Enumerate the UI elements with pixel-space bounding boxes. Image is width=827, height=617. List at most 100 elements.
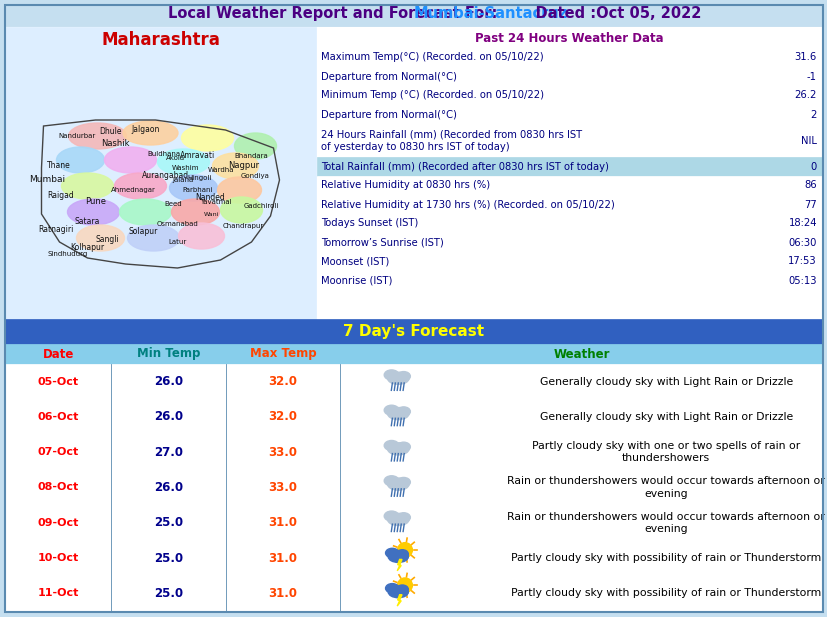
Text: Min Temp: Min Temp (136, 347, 200, 360)
Text: 10-Oct: 10-Oct (37, 553, 79, 563)
Ellipse shape (396, 407, 410, 416)
Text: 27.0: 27.0 (154, 445, 183, 458)
Text: Ahmednagar: Ahmednagar (111, 187, 155, 193)
Text: Todays Sunset (IST): Todays Sunset (IST) (321, 218, 418, 228)
Text: Moonrise (IST): Moonrise (IST) (321, 276, 392, 286)
Bar (317, 124, 821, 157)
Ellipse shape (388, 551, 408, 563)
Bar (5, 505, 822, 540)
Text: 25.0: 25.0 (154, 516, 183, 529)
Text: Jalana: Jalana (173, 177, 194, 183)
Bar (317, 252, 821, 271)
Text: Mumbai-Santacruz: Mumbai-Santacruz (414, 6, 567, 21)
Bar (5, 27, 316, 319)
Text: 77: 77 (803, 199, 816, 210)
Text: 33.0: 33.0 (268, 445, 297, 458)
Text: 31.0: 31.0 (268, 552, 297, 565)
Text: Solapur: Solapur (129, 228, 158, 236)
Text: 08-Oct: 08-Oct (37, 482, 79, 492)
Text: Kolhapur: Kolhapur (70, 244, 104, 252)
Bar (5, 319, 822, 344)
Text: Generally cloudy sky with Light Rain or Drizzle: Generally cloudy sky with Light Rain or … (539, 412, 791, 422)
Text: Partly cloudy sky with possibility of rain or Thunderstorm: Partly cloudy sky with possibility of ra… (510, 589, 820, 598)
Ellipse shape (384, 370, 399, 380)
Ellipse shape (397, 578, 412, 593)
Ellipse shape (127, 225, 179, 251)
Ellipse shape (76, 225, 124, 251)
Ellipse shape (385, 584, 399, 593)
Ellipse shape (104, 147, 156, 173)
Ellipse shape (387, 443, 409, 455)
Ellipse shape (396, 478, 410, 487)
Text: Gadchiroli: Gadchiroli (243, 203, 279, 209)
Bar (5, 344, 822, 364)
Ellipse shape (56, 147, 104, 173)
Text: 05:13: 05:13 (787, 276, 816, 286)
Ellipse shape (387, 478, 409, 490)
Text: 26.0: 26.0 (154, 375, 183, 388)
Text: Minimum Temp (°C) (Recorded. on 05/10/22): Minimum Temp (°C) (Recorded. on 05/10/22… (321, 91, 543, 101)
Text: Moonset (IST): Moonset (IST) (321, 257, 389, 267)
Ellipse shape (385, 549, 399, 558)
Text: 31.6: 31.6 (794, 52, 816, 62)
Text: Max Temp: Max Temp (250, 347, 316, 360)
Text: Rain or thundershowers would occur towards afternoon or
evening: Rain or thundershowers would occur towar… (507, 476, 824, 499)
Ellipse shape (218, 177, 261, 203)
Text: 11-Oct: 11-Oct (37, 589, 79, 598)
Text: 06:30: 06:30 (787, 238, 816, 247)
Text: Amravati: Amravati (179, 152, 215, 160)
Ellipse shape (170, 175, 218, 201)
Text: Satara: Satara (74, 218, 100, 226)
Bar (5, 576, 822, 611)
Text: 32.0: 32.0 (268, 410, 297, 423)
Bar (317, 28, 821, 48)
Text: 32.0: 32.0 (268, 375, 297, 388)
Text: Wani: Wani (203, 212, 219, 217)
Ellipse shape (387, 372, 409, 384)
Bar (5, 470, 822, 505)
Text: Nanded: Nanded (195, 194, 225, 202)
Text: Date: Date (42, 347, 74, 360)
Ellipse shape (387, 513, 409, 526)
Text: Nandurbar: Nandurbar (59, 133, 96, 139)
Ellipse shape (123, 121, 178, 145)
Text: Sangli: Sangli (95, 236, 119, 244)
Bar (317, 214, 821, 233)
Ellipse shape (220, 197, 262, 223)
Text: Beed: Beed (165, 201, 182, 207)
Text: 0: 0 (810, 162, 816, 172)
Polygon shape (397, 560, 402, 571)
Text: 06-Oct: 06-Oct (37, 412, 79, 422)
Text: 31.0: 31.0 (268, 516, 297, 529)
Ellipse shape (181, 125, 233, 151)
Text: Chandrapur: Chandrapur (222, 223, 264, 229)
Ellipse shape (114, 173, 166, 199)
Ellipse shape (171, 199, 219, 225)
Ellipse shape (396, 513, 410, 522)
Text: 2: 2 (810, 109, 816, 120)
Polygon shape (397, 595, 402, 606)
Text: Maharashtra: Maharashtra (101, 31, 220, 49)
Ellipse shape (61, 173, 113, 199)
Bar (5, 399, 822, 434)
Text: Yavatmal: Yavatmal (199, 199, 231, 205)
Text: 26.0: 26.0 (154, 481, 183, 494)
Text: 05-Oct: 05-Oct (37, 376, 79, 387)
Bar (317, 176, 821, 195)
Ellipse shape (396, 371, 410, 381)
Bar (5, 319, 822, 611)
Text: Local Weather Report and Forecast For:: Local Weather Report and Forecast For: (168, 6, 502, 21)
Text: Parbhani: Parbhani (182, 187, 213, 193)
Bar (5, 434, 822, 470)
Text: Departure from Normal(°C): Departure from Normal(°C) (321, 109, 457, 120)
Text: 86: 86 (803, 181, 816, 191)
Text: Mumbai: Mumbai (30, 175, 65, 184)
Text: Relative Humidity at 0830 hrs (%): Relative Humidity at 0830 hrs (%) (321, 181, 490, 191)
Ellipse shape (69, 123, 127, 149)
Ellipse shape (234, 133, 276, 159)
Text: 24 Hours Rainfall (mm) (Recorded from 0830 hrs IST
of yesterday to 0830 hrs IST : 24 Hours Rainfall (mm) (Recorded from 08… (321, 130, 581, 152)
Ellipse shape (384, 476, 399, 486)
Text: Thane: Thane (46, 162, 70, 170)
Text: Partly cloudy sky with possibility of rain or Thunderstorm: Partly cloudy sky with possibility of ra… (510, 553, 820, 563)
Ellipse shape (384, 511, 399, 521)
